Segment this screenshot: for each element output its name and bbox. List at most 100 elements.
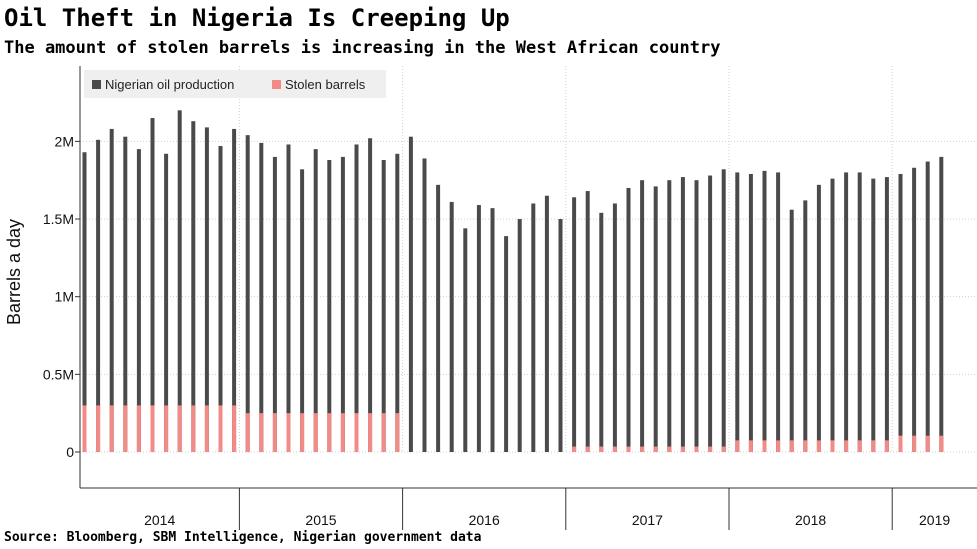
source-note: Source: Bloomberg, SBM Intelligence, Nig… [4,530,482,545]
bar-production [177,110,182,452]
bar-production [136,149,141,452]
year-label: 2018 [795,512,826,528]
bar-stolen [653,446,658,452]
bar-stolen [803,440,808,452]
bar-production [354,144,359,452]
bar-stolen [395,413,400,452]
bar-stolen [340,413,345,452]
bar-production [776,172,781,452]
bar-production [368,138,373,453]
bar-stolen [164,405,169,452]
bar-production [476,205,481,452]
bar-stolen [286,413,291,452]
axes [79,66,977,530]
bar-stolen [368,413,373,452]
bar-stolen [925,435,930,452]
bar-production [232,128,237,453]
bar-stolen [884,440,889,452]
bar-stolen [626,446,631,452]
bar-stolen [776,440,781,452]
bar-production [272,156,277,452]
bar-production [762,170,767,452]
bar-production [572,197,577,452]
bars [82,110,944,453]
bar-production [925,161,930,452]
bar-stolen [762,440,767,452]
bar-stolen [612,446,617,452]
bar-production [245,135,250,453]
y-tick-label: 1.5M [43,211,74,227]
bar-production [939,156,944,452]
y-tick-label: 2M [55,133,74,149]
bar-production [463,228,468,452]
bar-production [708,175,713,452]
bar-stolen [844,440,849,452]
bar-stolen [912,435,917,452]
bar-stolen [721,446,726,452]
bar-production [585,191,590,452]
bar-stolen [109,405,114,452]
bar-stolen [96,405,101,452]
bar-stolen [354,413,359,452]
bar-production [286,144,291,452]
bar-stolen [245,413,250,452]
bar-production [164,153,169,452]
bar-production [735,172,740,452]
bar-production [857,172,862,452]
bar-production [721,169,726,452]
legend-background [84,70,386,98]
bar-stolen [218,405,223,452]
bar-production [313,149,318,452]
year-label: 2015 [305,512,336,528]
bar-production [884,177,889,452]
y-tick-label: 1M [55,289,74,305]
bar-production [504,236,509,452]
bar-stolen [259,413,264,452]
bar-stolen [857,440,862,452]
legend-swatch-stolen [272,80,281,89]
bar-stolen [735,440,740,452]
bar-production [449,201,454,452]
bar-stolen [694,446,699,452]
bar-stolen [300,413,305,452]
bar-production [259,142,264,452]
bar-stolen [191,405,196,452]
bar-production [599,212,604,452]
chart-title: Oil Theft in Nigeria Is Creeping Up [4,4,510,32]
bar-stolen [204,405,209,452]
year-label: 2019 [919,512,950,528]
y-ticks: 0 0.5M 1M 1.5M 2M [43,133,80,460]
bar-production [558,219,563,452]
y-tick-label: 0 [66,444,74,460]
bar-stolen [748,440,753,452]
bar-production [381,160,386,452]
bar-production [612,203,617,452]
bar-stolen [327,413,332,452]
bar-production [327,160,332,452]
bar-stolen [123,405,128,452]
bar-stolen [572,446,577,452]
y-tick-label: 0.5M [43,366,74,382]
year-label: 2017 [632,512,663,528]
bar-production [395,153,400,452]
bar-production [123,136,128,452]
bar-production [640,180,645,453]
bar-production [300,169,305,452]
bar-stolen [585,446,590,452]
bar-production [96,139,101,452]
bar-stolen [816,440,821,452]
bar-production [871,178,876,452]
bar-stolen [789,440,794,452]
bar-production [816,184,821,452]
bar-production [912,167,917,452]
bar-production [898,173,903,452]
legend: Nigerian oil production Stolen barrels [84,70,386,98]
bar-production [408,136,413,452]
bar-stolen [830,440,835,452]
bar-production [191,121,196,452]
bar-production [653,186,658,453]
bar-production [204,127,209,452]
bar-production [422,158,427,452]
bar-stolen [177,405,182,452]
